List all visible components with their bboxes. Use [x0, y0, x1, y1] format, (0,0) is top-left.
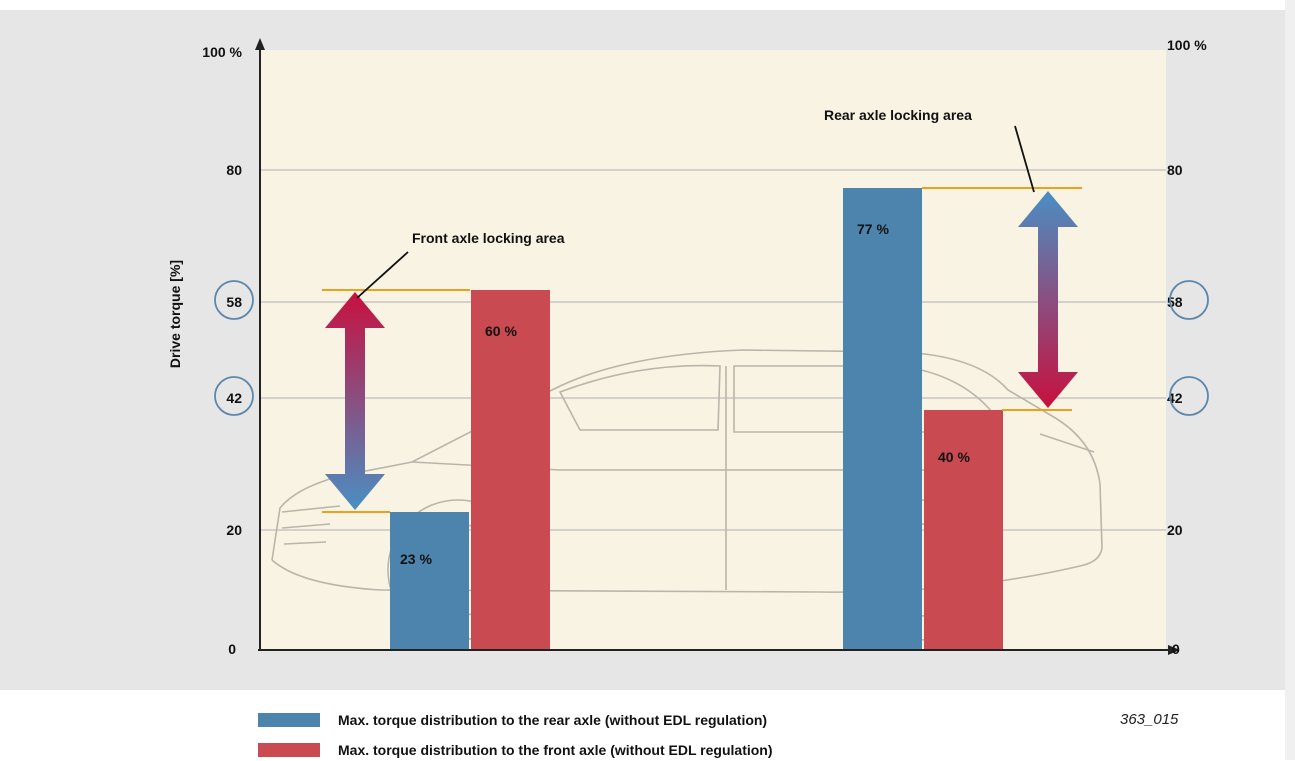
ticks-left: 100 % 80 58 42 20 0	[202, 44, 254, 657]
axes	[255, 38, 1180, 655]
legend-swatch-front	[258, 743, 320, 757]
figure-code: 363_015	[1120, 711, 1179, 728]
y-tick-right-100: 100 %	[1167, 37, 1207, 53]
rear-locking-annotation: Rear axle locking area	[824, 107, 972, 123]
y-tick-right-0: 0	[1172, 641, 1180, 657]
y-tick-left-100: 100 %	[202, 44, 242, 60]
front-bar-label-2: 40 %	[938, 449, 970, 465]
highlight-circle-left-42	[214, 376, 254, 416]
page-top-margin	[0, 0, 1285, 10]
y-tick-right-80: 80	[1167, 162, 1183, 178]
rear-locking-arrow	[1018, 191, 1078, 408]
highlight-circle-right-42	[1169, 376, 1209, 416]
highlight-circle-right-58	[1169, 280, 1209, 320]
bars: 23 % 77 % 60 % 40 %	[390, 188, 1003, 650]
highlight-circle-left-58	[214, 280, 254, 320]
rear-bar-label-2: 77 %	[857, 221, 889, 237]
locking-areas: Front axle locking area Rear axle locking…	[322, 107, 1082, 513]
front-annotation-leader	[356, 251, 409, 299]
legend-label-rear: Max. torque distribution to the rear axl…	[338, 712, 768, 728]
y-tick-left-58: 58	[226, 294, 242, 310]
rear-bar-1	[390, 512, 469, 650]
y-tick-left-42: 42	[226, 390, 242, 406]
legend-item-front: Max. torque distribution to the front ax…	[258, 739, 773, 761]
legend-label-front: Max. torque distribution to the front ax…	[338, 742, 773, 758]
rear-annotation-leader	[1014, 125, 1035, 193]
front-bar-2	[924, 410, 1003, 650]
y-axis-label: Drive torque [%]	[167, 260, 183, 368]
front-locking-arrow	[325, 292, 385, 510]
y-tick-right-20: 20	[1167, 522, 1183, 538]
legend-item-rear: Max. torque distribution to the rear axl…	[258, 709, 767, 731]
legend-swatch-rear	[258, 713, 320, 727]
rear-bar-2	[843, 188, 922, 650]
scroll-gutter	[1285, 0, 1295, 760]
y-tick-left-0: 0	[228, 641, 236, 657]
front-locking-annotation: Front axle locking area	[412, 230, 565, 246]
front-bar-1	[471, 290, 550, 650]
y-tick-left-20: 20	[226, 522, 242, 538]
rear-bar-label-1: 23 %	[400, 551, 432, 567]
front-bar-label-1: 60 %	[485, 323, 517, 339]
y-tick-left-80: 80	[226, 162, 242, 178]
torque-distribution-chart: 23 % 77 % 60 % 40 % Front axle locking area…	[167, 37, 1209, 657]
